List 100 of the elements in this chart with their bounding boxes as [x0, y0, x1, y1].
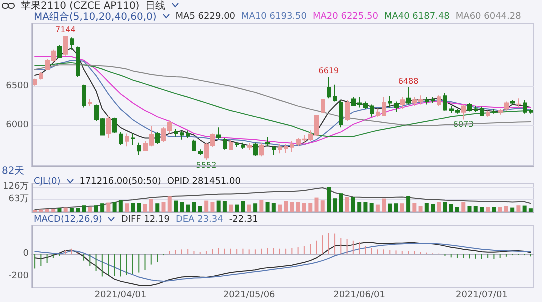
line-series: [34, 64, 532, 127]
bar: [443, 202, 448, 212]
bar: [528, 208, 533, 212]
bar: [150, 199, 154, 212]
bar: [222, 201, 227, 212]
bar: [64, 208, 68, 212]
candlestick: [425, 96, 429, 106]
candlestick: [198, 149, 203, 156]
bar: [143, 204, 148, 212]
line-series: [34, 188, 532, 210]
bar: [468, 206, 472, 212]
bar: [192, 202, 196, 212]
text: MA5 6229.00: [176, 12, 236, 22]
bar: [394, 204, 398, 212]
candlestick: [461, 104, 466, 120]
candlestick: [529, 108, 533, 114]
bar: [510, 208, 515, 212]
candlestick: [498, 108, 503, 116]
bar: [406, 196, 411, 212]
candlestick: [112, 117, 117, 134]
candlestick: [339, 100, 343, 128]
candlestick: [216, 127, 221, 140]
candlestick: [437, 95, 441, 107]
text: DEA 23.34: [176, 214, 224, 224]
y-tick-label: 126万: [2, 182, 30, 192]
candlestick: [82, 84, 86, 108]
annotation: OPID 281451.00: [167, 176, 241, 186]
candlestick: [235, 142, 239, 148]
bar: [112, 202, 117, 212]
y-tick-label: -200: [8, 272, 30, 282]
bar: [216, 200, 221, 212]
chart-subtitle: 日线: [146, 0, 166, 12]
bar: [45, 209, 50, 212]
candlestick: [272, 145, 276, 156]
bar: [118, 200, 123, 212]
candlestick: [125, 133, 129, 148]
candlestick: [474, 106, 478, 113]
bar: [204, 200, 209, 212]
candlestick: [265, 136, 270, 146]
candlestick: [174, 128, 178, 138]
bar: [174, 200, 178, 212]
bar: [186, 204, 190, 212]
bar: [308, 203, 313, 212]
bar: [235, 204, 240, 212]
candlestick: [70, 37, 74, 50]
bar: [326, 187, 331, 212]
bar: [229, 204, 234, 212]
text: MACD(12,26,9): [34, 214, 102, 224]
candlestick: [431, 96, 435, 104]
candlestick: [467, 102, 472, 112]
candlestick: [370, 104, 374, 118]
bar: [339, 194, 344, 212]
bar: [241, 201, 246, 212]
text: MA60 6044.28: [456, 12, 522, 22]
annotation: CJL(0): [34, 176, 61, 186]
bar: [82, 206, 86, 212]
annotation: 171216.00(50:50): [80, 176, 162, 186]
candlestick: [406, 86, 411, 106]
candlestick: [57, 44, 62, 59]
bar: [424, 203, 429, 212]
candlestick: [241, 142, 245, 150]
candlestick: [229, 139, 233, 151]
x-tick-label: 2021/07/01: [456, 290, 508, 300]
text: MA组合(5,10,20,40,60,0): [34, 10, 157, 24]
bar: [418, 206, 423, 212]
candlestick: [192, 139, 196, 152]
candlestick: [376, 108, 380, 118]
text: 82天: [2, 165, 25, 178]
text: DIFF 12.19: [121, 214, 170, 224]
bar: [254, 204, 258, 212]
candlestick: [327, 76, 331, 100]
y-tick-label: 6000: [6, 120, 30, 130]
text: MA40 6187.48: [384, 12, 450, 22]
bar: [198, 206, 202, 212]
bar: [382, 198, 386, 212]
candlestick: [186, 130, 190, 139]
bar: [278, 204, 282, 212]
bar: [492, 207, 496, 212]
bar: [437, 202, 442, 212]
y-tick-label: 63万: [8, 194, 30, 204]
bar: [58, 208, 62, 212]
bar: [412, 203, 417, 212]
annotation: 7144: [55, 26, 76, 35]
bar: [364, 202, 368, 212]
candlestick: [333, 84, 337, 102]
candlestick: [223, 138, 227, 150]
candlestick: [504, 101, 509, 112]
x-tick-label: 2021/06/01: [334, 290, 386, 300]
candlestick: [259, 143, 264, 158]
candlestick: [345, 100, 350, 122]
x-tick-label: 2021/05/06: [223, 290, 276, 300]
bar: [260, 200, 264, 212]
bar: [106, 202, 111, 212]
bar: [314, 198, 319, 212]
candlestick: [76, 46, 80, 78]
candlestick: [119, 132, 123, 146]
candlestick: [180, 130, 184, 140]
bar: [210, 202, 215, 212]
text: MA20 6225.50: [312, 12, 378, 22]
bar: [320, 200, 325, 212]
